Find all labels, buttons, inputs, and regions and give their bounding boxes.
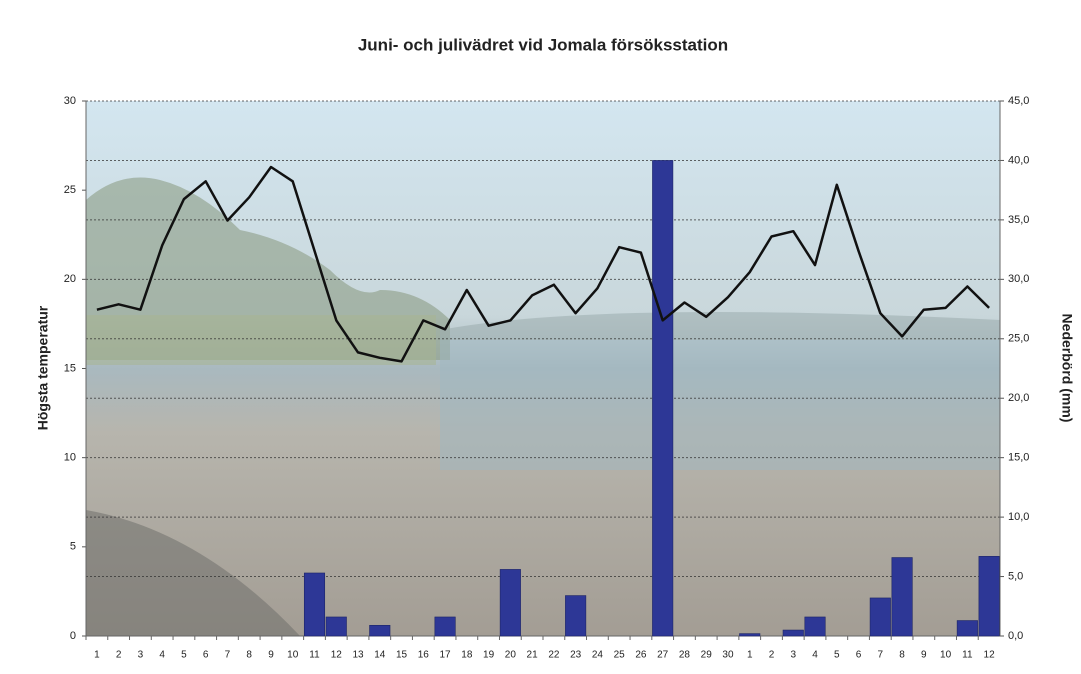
y2-tick-label: 10,0	[1008, 511, 1029, 523]
x-tick-label: 30	[722, 650, 734, 661]
bar	[892, 558, 912, 636]
x-tick-label: 28	[679, 650, 691, 661]
y-tick-label: 15	[64, 362, 76, 374]
y2-tick-label: 35,0	[1008, 214, 1029, 226]
bar	[500, 569, 520, 636]
bar	[979, 556, 999, 636]
y-tick-label: 5	[70, 541, 76, 553]
x-tick-label: 25	[614, 650, 626, 661]
y-tick-label: 10	[64, 452, 76, 464]
x-tick-label: 4	[159, 650, 165, 661]
x-tick-label: 1	[747, 650, 753, 661]
y-tick-label: 30	[64, 95, 76, 107]
y2-tick-label: 25,0	[1008, 333, 1029, 345]
x-tick-label: 23	[570, 650, 582, 661]
y2-tick-label: 5,0	[1008, 570, 1023, 582]
x-tick-label: 27	[657, 650, 669, 661]
x-tick-label: 12	[984, 650, 996, 661]
x-tick-label: 10	[287, 650, 299, 661]
x-tick-label: 5	[834, 650, 840, 661]
chart-title: Juni- och julivädret vid Jomala försökss…	[358, 35, 728, 54]
x-tick-label: 13	[352, 650, 364, 661]
bar	[740, 634, 760, 636]
x-tick-label: 16	[418, 650, 430, 661]
x-tick-label: 8	[246, 650, 252, 661]
x-tick-label: 24	[592, 650, 604, 661]
x-tick-label: 2	[769, 650, 775, 661]
y2-tick-label: 20,0	[1008, 392, 1029, 404]
x-tick-label: 7	[225, 650, 231, 661]
x-tick-label: 11	[962, 650, 973, 661]
bar	[326, 617, 346, 636]
x-tick-label: 3	[790, 650, 796, 661]
bar	[870, 598, 890, 636]
bar	[565, 596, 585, 636]
x-tick-label: 8	[899, 650, 905, 661]
y2-tick-label: 40,0	[1008, 154, 1029, 166]
x-tick-label: 18	[461, 650, 473, 661]
x-tick-label: 10	[940, 650, 952, 661]
x-tick-label: 4	[812, 650, 818, 661]
x-tick-label: 26	[635, 650, 647, 661]
x-tick-label: 6	[203, 650, 209, 661]
y-tick-label: 25	[64, 184, 76, 196]
y-tick-label: 20	[64, 273, 76, 285]
x-tick-label: 9	[268, 650, 274, 661]
bar	[805, 617, 825, 636]
y2-tick-label: 15,0	[1008, 452, 1029, 464]
x-tick-label: 9	[921, 650, 927, 661]
y2-tick-label: 30,0	[1008, 273, 1029, 285]
x-tick-label: 20	[505, 650, 517, 661]
y2-tick-label: 0,0	[1008, 630, 1023, 642]
x-tick-label: 3	[138, 650, 144, 661]
bar	[783, 630, 803, 636]
y2-axis-title: Nederbörd (mm)	[1059, 314, 1075, 423]
y-tick-label: 0	[70, 630, 76, 642]
x-tick-label: 6	[856, 650, 862, 661]
x-tick-label: 19	[483, 650, 495, 661]
x-tick-label: 15	[396, 650, 408, 661]
chart: Juni- och julivädret vid Jomala försökss…	[0, 0, 1081, 674]
x-tick-label: 22	[548, 650, 560, 661]
x-tick-label: 14	[374, 650, 386, 661]
x-tick-label: 2	[116, 650, 122, 661]
photo-background	[86, 101, 1000, 636]
bar	[957, 621, 977, 636]
bar	[435, 617, 455, 636]
x-tick-label: 17	[440, 650, 452, 661]
x-tick-label: 21	[527, 650, 539, 661]
x-tick-label: 5	[181, 650, 187, 661]
x-tick-label: 11	[309, 650, 320, 661]
bar	[652, 160, 672, 636]
y2-tick-label: 45,0	[1008, 95, 1029, 107]
x-tick-label: 1	[94, 650, 100, 661]
x-tick-label: 12	[331, 650, 343, 661]
x-tick-label: 7	[878, 650, 884, 661]
bar	[304, 573, 324, 636]
bar	[370, 625, 390, 636]
y-axis-title: Högsta temperatur	[35, 305, 51, 430]
x-tick-label: 29	[701, 650, 713, 661]
